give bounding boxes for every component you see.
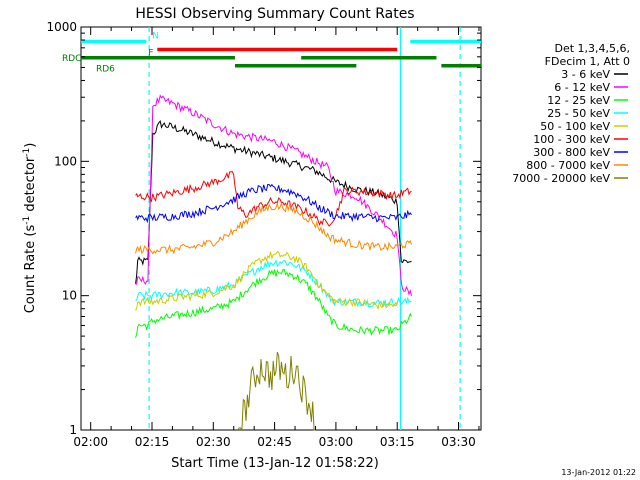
x-tick-label: 03:15 — [380, 435, 415, 449]
legend-entry-6: 300 - 800 keV — [533, 146, 610, 159]
y-axis-label: Count Rate (s-1 detector-1) — [22, 143, 38, 314]
series-line-8 — [237, 351, 316, 432]
y-tick-label: 10 — [62, 289, 77, 303]
legend-header-0: Det 1,3,4,5,6, — [554, 42, 630, 55]
x-tick-label: 02:00 — [73, 435, 108, 449]
flag-label-0: N — [152, 31, 159, 41]
legend-entry-7: 800 - 7000 keV — [526, 159, 610, 172]
chart-title: HESSI Observing Summary Count Rates — [135, 6, 414, 22]
legend-entry-3: 25 - 50 keV — [547, 107, 610, 120]
series-line-1 — [135, 94, 412, 296]
x-tick-label: 03:00 — [319, 435, 354, 449]
series-line-4 — [135, 251, 398, 311]
series-line-2 — [135, 268, 412, 338]
y-tick-label: 1000 — [46, 20, 77, 34]
y-axis: 1 10 100 1000 — [46, 20, 481, 437]
flag-bars: NF RDC RD6 — [62, 31, 481, 75]
series-line-3 — [135, 259, 412, 308]
flag-label-2: RDC — [62, 54, 81, 64]
flag-label-1: F — [148, 48, 153, 58]
series-line-6 — [135, 183, 412, 224]
footer-date: 13-Jan-2012 01:22 — [561, 468, 636, 477]
plot-frame — [80, 26, 482, 431]
x-axis: 02:00 02:15 02:30 02:45 03:00 03:15 03:30 — [73, 27, 480, 449]
legend-entry-8: 7000 - 20000 keV — [512, 172, 610, 185]
series-line-7 — [135, 201, 412, 255]
x-tick-label: 02:45 — [257, 435, 292, 449]
y-tick-label: 1 — [69, 423, 77, 437]
flag-label-3: RD6 — [96, 65, 115, 75]
legend-entry-1: 6 - 12 keV — [554, 81, 610, 94]
series-line-0 — [135, 119, 412, 284]
legend-entry-5: 100 - 300 keV — [533, 133, 610, 146]
series-group — [135, 94, 412, 432]
legend-header-1: FDecim 1, Att 0 — [545, 55, 630, 68]
legend-entry-4: 50 - 100 keV — [540, 120, 610, 133]
y-tick-label: 100 — [54, 154, 77, 168]
legend-entry-0: 3 - 6 keV — [561, 68, 610, 81]
legend: Det 1,3,4,5,6,FDecim 1, Att 03 - 6 keV6 … — [512, 42, 630, 185]
x-tick-label: 02:30 — [196, 435, 231, 449]
legend-entry-2: 12 - 25 keV — [547, 94, 610, 107]
x-tick-label: 02:15 — [135, 435, 170, 449]
x-tick-label: 03:30 — [441, 435, 476, 449]
x-axis-label: Start Time (13-Jan-12 01:58:22) — [171, 456, 379, 471]
vertical-markers — [148, 27, 461, 430]
series-line-5 — [135, 171, 412, 227]
